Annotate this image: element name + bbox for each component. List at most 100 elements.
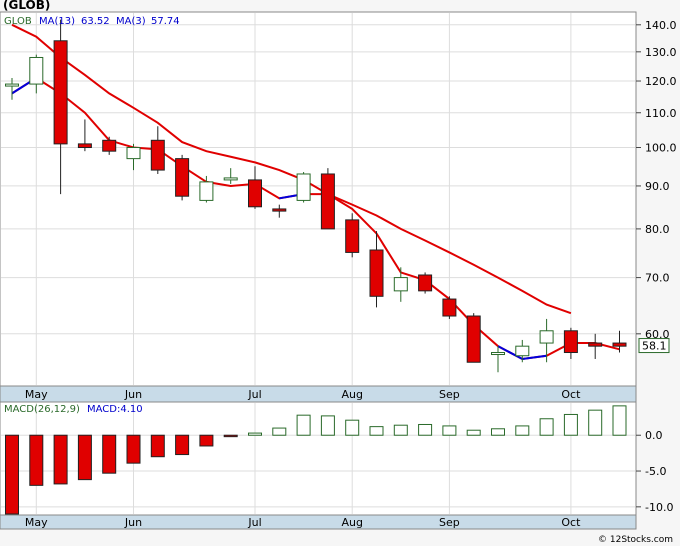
candle	[102, 136, 117, 155]
candle	[5, 77, 19, 100]
price-tick-label: 120.0	[645, 75, 677, 88]
candle-body	[515, 345, 530, 357]
price-tick-label: 110.0	[645, 107, 677, 120]
candle-body	[442, 298, 457, 317]
macd-bar	[272, 427, 287, 436]
candle	[393, 267, 408, 302]
macd-bar	[466, 429, 481, 436]
macd-month-labels: May Jun Jul Aug Sep Oct	[25, 516, 581, 529]
macd-bar	[102, 434, 117, 474]
macd-bar	[563, 413, 578, 436]
candle	[612, 330, 627, 353]
month-label: Aug	[341, 516, 362, 529]
candle	[515, 339, 530, 363]
macd-bar	[515, 425, 530, 436]
last-price-value: 58.1	[642, 340, 667, 353]
candle-body	[588, 342, 603, 347]
candle-body	[199, 181, 214, 201]
candle	[175, 154, 190, 201]
candle-body	[491, 352, 505, 356]
candle	[296, 172, 311, 203]
candle-body	[223, 177, 238, 181]
candle-body	[248, 179, 262, 208]
macd-bar	[5, 434, 19, 515]
legend-ma3-label: MA(3)	[116, 16, 146, 27]
candle-body	[126, 147, 141, 160]
candle-body	[612, 342, 627, 347]
price-month-labels: May Jun Jul Aug Sep Oct	[25, 388, 581, 401]
candle-body	[77, 143, 92, 149]
candle-body	[466, 315, 481, 363]
legend-macd-params: MACD(26,12,9)	[4, 404, 80, 415]
month-label: Jul	[247, 516, 261, 529]
legend-macd-value: MACD:4.10	[87, 404, 143, 415]
macd-tick-label: 0.0	[645, 429, 663, 442]
macd-bar	[199, 434, 214, 447]
macd-bar	[612, 405, 627, 436]
candle	[150, 126, 165, 174]
macd-bar	[29, 434, 44, 486]
candle	[126, 143, 141, 171]
legend-symbol: GLOB	[4, 16, 32, 27]
macd-bars	[5, 405, 627, 515]
chart-title: (GLOB)	[3, 0, 50, 12]
candle-body	[539, 330, 554, 344]
candle-body	[369, 249, 384, 297]
credit-text: © 12Stocks.com	[598, 535, 673, 545]
candle	[466, 313, 481, 363]
candle	[345, 213, 360, 258]
candle	[248, 166, 262, 209]
candle	[77, 119, 92, 152]
month-label: Aug	[341, 388, 362, 401]
candle-body	[563, 330, 578, 354]
macd-bar	[126, 434, 141, 464]
candle	[563, 327, 578, 359]
macd-bar	[223, 434, 238, 438]
macd-bar	[418, 423, 433, 436]
candle	[53, 19, 68, 195]
month-label: Jun	[124, 388, 142, 401]
candle-body	[102, 139, 117, 152]
price-tick-label: 60.0	[645, 328, 670, 341]
ma13-line	[11, 23, 572, 315]
macd-bar	[320, 415, 335, 436]
last-price-marker: 58.1	[638, 338, 670, 354]
candle	[320, 168, 335, 230]
macd-bar	[296, 414, 311, 436]
candle	[442, 296, 457, 319]
macd-bar	[393, 424, 408, 436]
macd-bar	[175, 434, 190, 456]
price-panel	[0, 11, 637, 387]
month-label: Oct	[561, 388, 581, 401]
candle	[539, 318, 554, 363]
month-label: Oct	[561, 516, 581, 529]
macd-bar	[53, 434, 68, 485]
price-date-axis	[0, 385, 637, 403]
candle	[272, 204, 287, 218]
legend-ma3-value: 57.74	[151, 16, 180, 27]
candle-body	[393, 277, 408, 292]
candle	[491, 346, 505, 373]
price-tick-label: 70.0	[645, 272, 670, 285]
macd-bar	[539, 418, 554, 436]
month-label: May	[25, 388, 48, 401]
ma13-series	[11, 23, 572, 315]
price-tick-label: 130.0	[645, 46, 677, 59]
candle-body	[150, 139, 165, 171]
candle-body	[272, 208, 287, 212]
candle	[418, 272, 433, 294]
candle	[369, 231, 384, 308]
macd-bar	[442, 425, 457, 436]
macd-tick-label: -5.0	[645, 465, 666, 478]
macd-bar	[345, 419, 360, 436]
candle	[223, 168, 238, 184]
month-label: Jul	[247, 388, 261, 401]
candle-body	[418, 274, 433, 292]
macd-bar	[77, 434, 92, 481]
candle-body	[175, 158, 190, 197]
candle-body	[53, 40, 68, 145]
macd-axis-labels: -10.0 -5.0 0.0	[645, 429, 673, 514]
candle-body	[29, 56, 44, 85]
month-label: Sep	[439, 516, 460, 529]
